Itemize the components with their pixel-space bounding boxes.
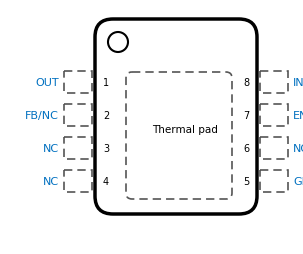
Bar bbox=[64, 137, 92, 159]
Text: GND: GND bbox=[293, 176, 303, 186]
Bar bbox=[260, 137, 288, 159]
Text: OUT: OUT bbox=[35, 78, 59, 88]
Text: 8: 8 bbox=[243, 78, 249, 88]
Text: 3: 3 bbox=[103, 144, 109, 153]
Bar bbox=[64, 170, 92, 192]
Text: FB/NC: FB/NC bbox=[25, 110, 59, 121]
Bar bbox=[64, 72, 92, 94]
Text: 1: 1 bbox=[103, 78, 109, 88]
Text: NC: NC bbox=[293, 144, 303, 153]
Text: IN: IN bbox=[293, 78, 303, 88]
Text: 2: 2 bbox=[103, 110, 109, 121]
Bar bbox=[64, 105, 92, 126]
Text: 5: 5 bbox=[243, 176, 249, 186]
Text: 4: 4 bbox=[103, 176, 109, 186]
Text: 7: 7 bbox=[243, 110, 249, 121]
Bar bbox=[260, 105, 288, 126]
FancyBboxPatch shape bbox=[95, 20, 257, 214]
Bar bbox=[260, 170, 288, 192]
Text: 6: 6 bbox=[243, 144, 249, 153]
Text: EN: EN bbox=[293, 110, 303, 121]
Bar bbox=[260, 72, 288, 94]
Text: NC: NC bbox=[43, 176, 59, 186]
Text: NC: NC bbox=[43, 144, 59, 153]
Text: Thermal pad: Thermal pad bbox=[152, 124, 218, 134]
